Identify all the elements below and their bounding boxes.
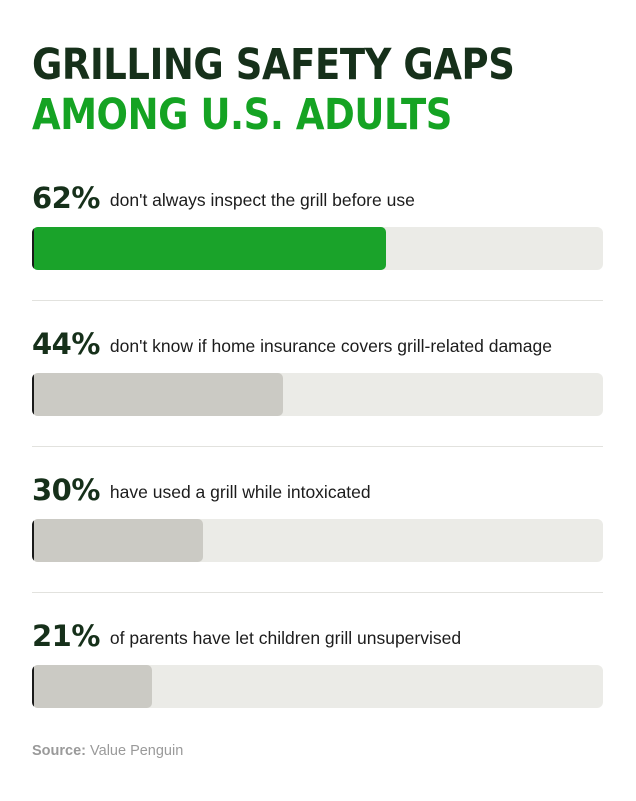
- stat-description: of parents have let children grill unsup…: [109, 627, 462, 648]
- row-divider: [32, 592, 603, 593]
- source-note: Source: Value Penguin: [32, 743, 183, 759]
- stat-row: 62% don't always inspect the grill before…: [32, 180, 603, 270]
- bar-track: [32, 373, 603, 416]
- bar-track: [32, 519, 603, 562]
- bar-fill: [32, 665, 152, 708]
- stat-description: don't always inspect the grill before us…: [109, 189, 415, 210]
- stat-description: have used a grill while intoxicated: [109, 481, 371, 502]
- title-line-1: GRILLING SAFETY GAPS: [32, 40, 515, 90]
- stat-row: 21% of parents have let children grill un…: [32, 618, 603, 708]
- stat-percent: 62%: [32, 181, 100, 215]
- bar-fill: [32, 227, 387, 270]
- bar-fill: [32, 519, 204, 562]
- stat-percent: 44%: [32, 327, 100, 361]
- stat-header: 21% of parents have let children grill un…: [32, 618, 603, 654]
- stat-percent: 21%: [32, 619, 100, 653]
- title-line-2: AMONG U.S. ADULTS: [32, 90, 453, 140]
- stat-percent: 30%: [32, 473, 100, 507]
- chart-title: GRILLING SAFETY GAPS AMONG U.S. ADULTS: [32, 40, 515, 140]
- bar-track: [32, 227, 603, 270]
- row-divider: [32, 300, 603, 301]
- source-label: Source:: [32, 743, 86, 759]
- stat-header: 44% don't know if home insurance covers g…: [32, 326, 603, 362]
- stat-header: 30% have used a grill while intoxicated: [32, 472, 603, 508]
- stat-description: don't know if home insurance covers gril…: [109, 335, 552, 356]
- source-text: Value Penguin: [90, 743, 184, 759]
- stat-row: 44% don't know if home insurance covers g…: [32, 326, 603, 416]
- stat-row: 30% have used a grill while intoxicated: [32, 472, 603, 562]
- bar-track: [32, 665, 603, 708]
- stat-header: 62% don't always inspect the grill before…: [32, 180, 603, 216]
- row-divider: [32, 446, 603, 447]
- bar-fill: [32, 373, 284, 416]
